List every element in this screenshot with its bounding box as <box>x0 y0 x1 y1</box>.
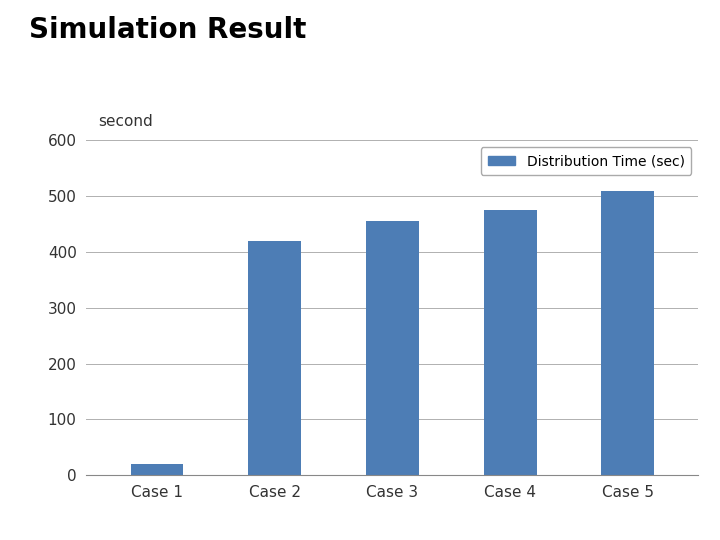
Legend: Distribution Time (sec): Distribution Time (sec) <box>481 147 691 176</box>
Text: second: second <box>98 114 153 129</box>
Bar <box>366 221 419 475</box>
Bar <box>601 191 654 475</box>
Bar <box>484 210 536 475</box>
Text: Simulation Result: Simulation Result <box>29 16 306 44</box>
Bar <box>248 241 301 475</box>
Bar <box>130 464 184 475</box>
